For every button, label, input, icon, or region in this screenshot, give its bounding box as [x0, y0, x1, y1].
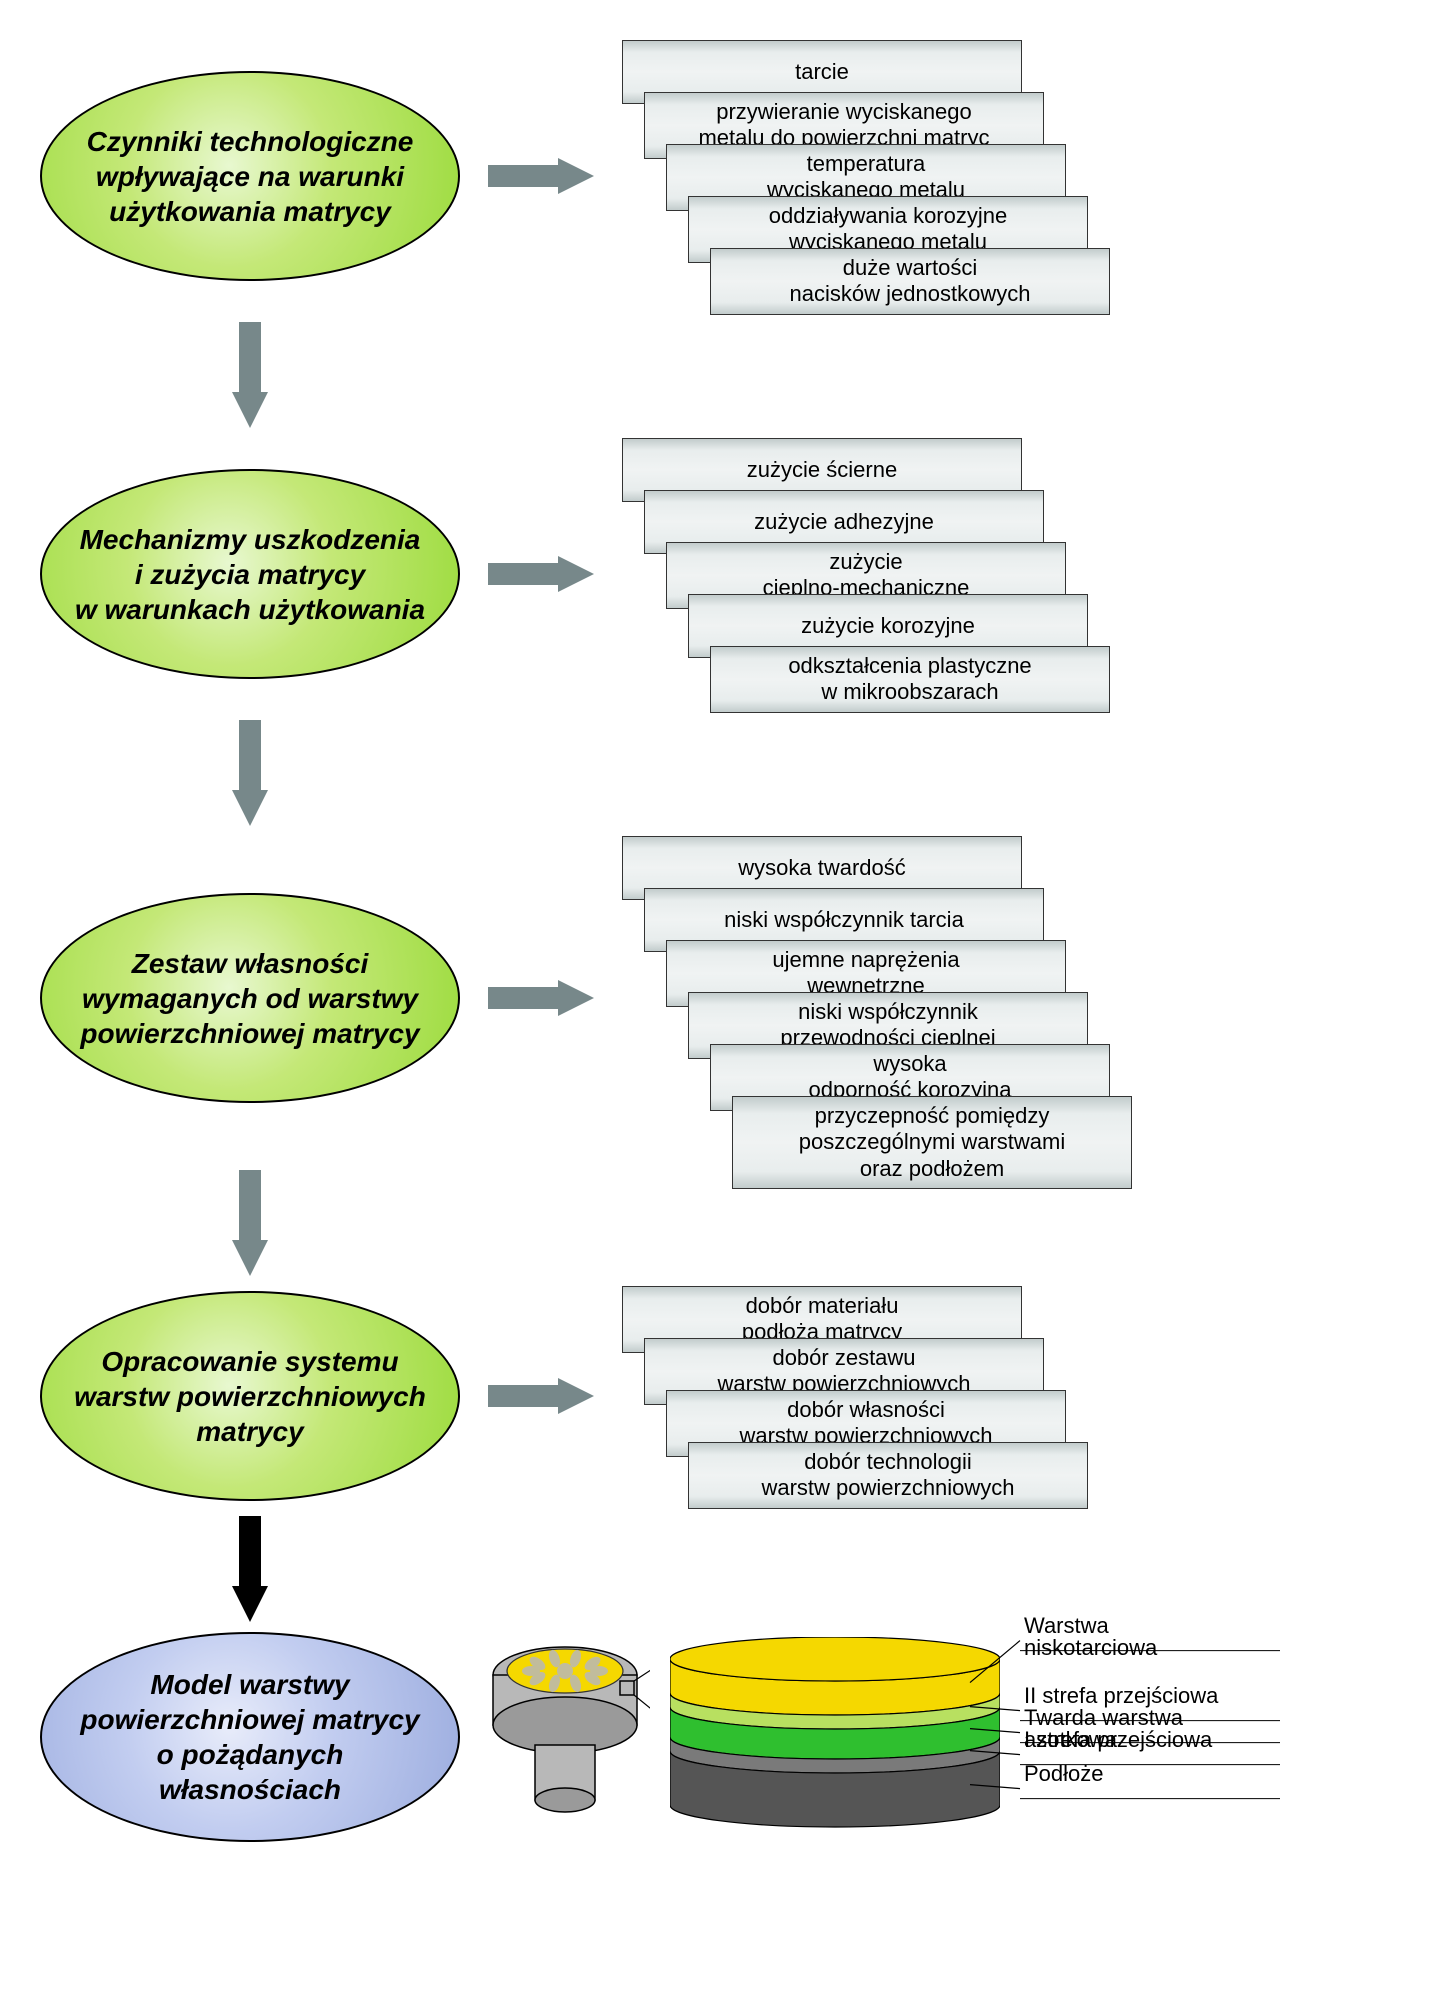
- arrow-right: [488, 976, 594, 1020]
- section-row: Czynniki technologicznewpływające na war…: [40, 40, 1400, 312]
- final-ellipse: Model warstwypowierzchniowej matrycyo po…: [40, 1632, 460, 1842]
- card-text: odkształcenia plastycznew mikroobszarach: [788, 653, 1031, 706]
- section-row: Mechanizmy uszkodzeniai zużycia matrycyw…: [40, 438, 1400, 710]
- arrow-right: [488, 552, 594, 596]
- arrow-down: [40, 1170, 1400, 1276]
- stage-ellipse: Czynniki technologicznewpływające na war…: [40, 71, 460, 281]
- layer-label: Warstwaniskotarciowa: [1024, 1615, 1157, 1659]
- card-stack: dobór materiałupodłoża matrycydobór zest…: [622, 1286, 1088, 1506]
- card-text: wysoka twardość: [738, 855, 906, 881]
- card-stack: tarcieprzywieranie wyciskanegometalu do …: [622, 40, 1110, 312]
- card-stack: wysoka twardość niski współczynnik tarcia…: [622, 836, 1132, 1160]
- stage-ellipse-text: Zestaw własnościwymaganych od warstwypow…: [50, 946, 449, 1051]
- section-row: Opracowanie systemuwarstw powierzchniowy…: [40, 1286, 1400, 1506]
- property-card: odkształcenia plastycznew mikroobszarach: [710, 646, 1110, 713]
- card-text: przyczepność pomiędzyposzczególnymi wars…: [799, 1103, 1066, 1182]
- layer-cylinder: WarstwaniskotarciowaII strefa przejściow…: [670, 1637, 1000, 1837]
- arrow-right: [488, 154, 594, 198]
- layer-label: I strefa przejściowa: [1024, 1729, 1212, 1751]
- card-text: zużycie korozyjne: [801, 613, 975, 639]
- stage-ellipse-text: Mechanizmy uszkodzeniai zużycia matrycyw…: [45, 522, 455, 627]
- card-text: zużycie ścierne: [747, 457, 897, 483]
- extrusion-die-icon: [480, 1635, 650, 1840]
- section-row: Zestaw własnościwymaganych od warstwypow…: [40, 836, 1400, 1160]
- card-text: duże wartościnacisków jednostkowych: [790, 255, 1031, 308]
- stage-ellipse: Mechanizmy uszkodzeniai zużycia matrycyw…: [40, 469, 460, 679]
- final-ellipse-text: Model warstwypowierzchniowej matrycyo po…: [50, 1667, 449, 1807]
- arrow-down: [40, 1516, 1400, 1622]
- arrow-down: [40, 720, 1400, 826]
- card-text: niski współczynnik tarcia: [724, 907, 964, 933]
- arrow-down: [40, 322, 1400, 428]
- layer-label: Podłoże: [1024, 1763, 1104, 1785]
- property-card: przyczepność pomiędzyposzczególnymi wars…: [732, 1096, 1132, 1189]
- stage-ellipse-text: Opracowanie systemuwarstw powierzchniowy…: [44, 1344, 456, 1449]
- layer-figure: WarstwaniskotarciowaII strefa przejściow…: [480, 1635, 1000, 1840]
- stage-ellipse: Opracowanie systemuwarstw powierzchniowy…: [40, 1291, 460, 1501]
- layer-label: II strefa przejściowa: [1024, 1685, 1218, 1707]
- stage-ellipse-text: Czynniki technologicznewpływające na war…: [57, 124, 444, 229]
- card-text: dobór technologiiwarstw powierzchniowych: [761, 1449, 1014, 1502]
- card-stack: zużycie ściernezużycie adhezyjnezużyciec…: [622, 438, 1110, 710]
- property-card: dobór technologiiwarstw powierzchniowych: [688, 1442, 1088, 1509]
- final-row: Model warstwypowierzchniowej matrycyo po…: [40, 1632, 1400, 1842]
- card-text: zużycie adhezyjne: [754, 509, 934, 535]
- arrow-right: [488, 1374, 594, 1418]
- property-card: duże wartościnacisków jednostkowych: [710, 248, 1110, 315]
- card-text: tarcie: [795, 59, 849, 85]
- stage-ellipse: Zestaw własnościwymaganych od warstwypow…: [40, 893, 460, 1103]
